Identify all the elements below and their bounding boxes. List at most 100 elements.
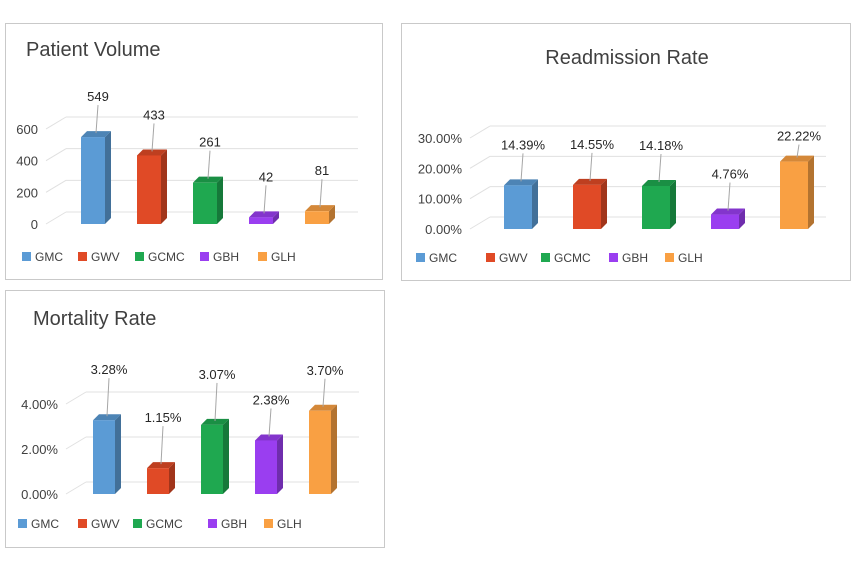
- legend-label: GLH: [678, 251, 703, 265]
- chart-title: Patient Volume: [26, 39, 161, 61]
- gridline-depth: [65, 436, 87, 450]
- legend-item-glh: GLH: [665, 251, 703, 265]
- legend-swatch: [78, 519, 87, 528]
- legend-swatch: [609, 253, 618, 262]
- y-tick-label: 10.00%: [418, 192, 463, 207]
- leader-line: [520, 153, 524, 182]
- chart-title: Readmission Rate: [545, 47, 708, 69]
- legend-item-gcmc: GCMC: [133, 517, 183, 531]
- data-label: 4.76%: [712, 167, 749, 182]
- legend-item-glh: GLH: [258, 250, 296, 264]
- leader-line: [106, 378, 110, 417]
- y-tick-label: 20.00%: [418, 161, 463, 176]
- gridline-depth: [469, 155, 491, 169]
- bar-gcmc: [642, 179, 676, 229]
- bar-gwv: [573, 178, 607, 229]
- legend-label: GWV: [91, 517, 120, 531]
- data-label: 42: [259, 169, 273, 184]
- legend-item-gmc: GMC: [18, 517, 59, 531]
- data-label: 81: [315, 163, 329, 178]
- chart-title: Mortality Rate: [33, 308, 156, 330]
- legend-item-gwv: GWV: [78, 250, 120, 264]
- gridline-depth: [469, 186, 491, 200]
- legend-swatch: [200, 252, 209, 261]
- bar-glh: [309, 404, 337, 494]
- legend-item-gbh: GBH: [609, 251, 648, 265]
- data-label: 549: [87, 89, 109, 104]
- bar-gbh: [711, 208, 745, 229]
- legend-label: GBH: [213, 250, 239, 264]
- y-tick-label: 200: [16, 185, 38, 200]
- legend-item-gwv: GWV: [486, 251, 528, 265]
- legend-swatch: [133, 519, 142, 528]
- legend-swatch: [665, 253, 674, 262]
- legend-swatch: [135, 252, 144, 261]
- y-tick-label: 0.00%: [21, 487, 58, 502]
- legend-swatch: [541, 253, 550, 262]
- legend-label: GMC: [31, 517, 59, 531]
- legend-label: GLH: [271, 250, 296, 264]
- data-label: 14.18%: [639, 138, 684, 153]
- legend-swatch: [22, 252, 31, 261]
- legend-label: GCMC: [148, 250, 185, 264]
- legend-item-glh: GLH: [264, 517, 302, 531]
- data-label: 2.38%: [253, 392, 290, 407]
- legend-label: GCMC: [146, 517, 183, 531]
- leader-line: [263, 185, 267, 214]
- legend-label: GCMC: [554, 251, 591, 265]
- leader-line: [151, 123, 155, 152]
- data-label: 14.55%: [570, 137, 615, 152]
- legend-label: GBH: [221, 517, 247, 531]
- data-label: 3.70%: [307, 363, 344, 378]
- bar-gbh: [255, 434, 283, 494]
- data-label: 3.28%: [91, 362, 128, 377]
- bar-gbh: [249, 211, 279, 224]
- bar-gcmc: [201, 418, 229, 494]
- gridline-depth: [45, 116, 67, 130]
- legend-item-gcmc: GCMC: [135, 250, 185, 264]
- data-label: 261: [199, 135, 221, 150]
- legend-item-gbh: GBH: [200, 250, 239, 264]
- y-tick-label: 400: [16, 154, 38, 169]
- bar-gwv: [137, 149, 167, 224]
- legend-label: GBH: [622, 251, 648, 265]
- legend-label: GMC: [429, 251, 457, 265]
- mortality-rate-chart: Mortality Rate 0.00% 2.00% 4.00% 3.28% 1.15% 3…: [5, 290, 385, 548]
- patient-volume-chart: Patient Volume 0 200 400 600 549 433 261 42 81 GMC…: [5, 23, 383, 280]
- data-label: 1.15%: [145, 410, 182, 425]
- legend-label: GWV: [499, 251, 528, 265]
- legend-swatch: [486, 253, 495, 262]
- legend-swatch: [416, 253, 425, 262]
- y-tick-label: 0.00%: [425, 222, 462, 237]
- leader-line: [207, 150, 211, 179]
- leader-line: [322, 378, 326, 407]
- gridline-depth: [45, 211, 67, 225]
- legend-swatch: [258, 252, 267, 261]
- data-label: 22.22%: [777, 129, 822, 144]
- legend-swatch: [18, 519, 27, 528]
- leader-line: [95, 105, 99, 134]
- gridline-depth: [45, 179, 67, 193]
- legend-item-gwv: GWV: [78, 517, 120, 531]
- legend-label: GMC: [35, 250, 63, 264]
- bar-gwv: [147, 462, 175, 494]
- legend-swatch: [78, 252, 87, 261]
- data-label: 14.39%: [501, 137, 546, 152]
- legend-swatch: [208, 519, 217, 528]
- leader-line: [319, 179, 323, 208]
- legend-item-gmc: GMC: [416, 251, 457, 265]
- leader-line: [214, 382, 218, 421]
- bar-gmc: [81, 131, 111, 224]
- gridline-depth: [65, 391, 87, 405]
- bar-gmc: [93, 414, 121, 494]
- leader-line: [268, 408, 272, 437]
- gridline-depth: [469, 125, 491, 139]
- gridline-depth: [45, 148, 67, 162]
- legend-item-gbh: GBH: [208, 517, 247, 531]
- leader-line: [658, 153, 662, 183]
- leader-line: [796, 144, 800, 158]
- legend-item-gmc: GMC: [22, 250, 63, 264]
- y-tick-label: 600: [16, 122, 38, 137]
- y-tick-label: 30.00%: [418, 131, 463, 146]
- y-tick-label: 0: [31, 217, 38, 232]
